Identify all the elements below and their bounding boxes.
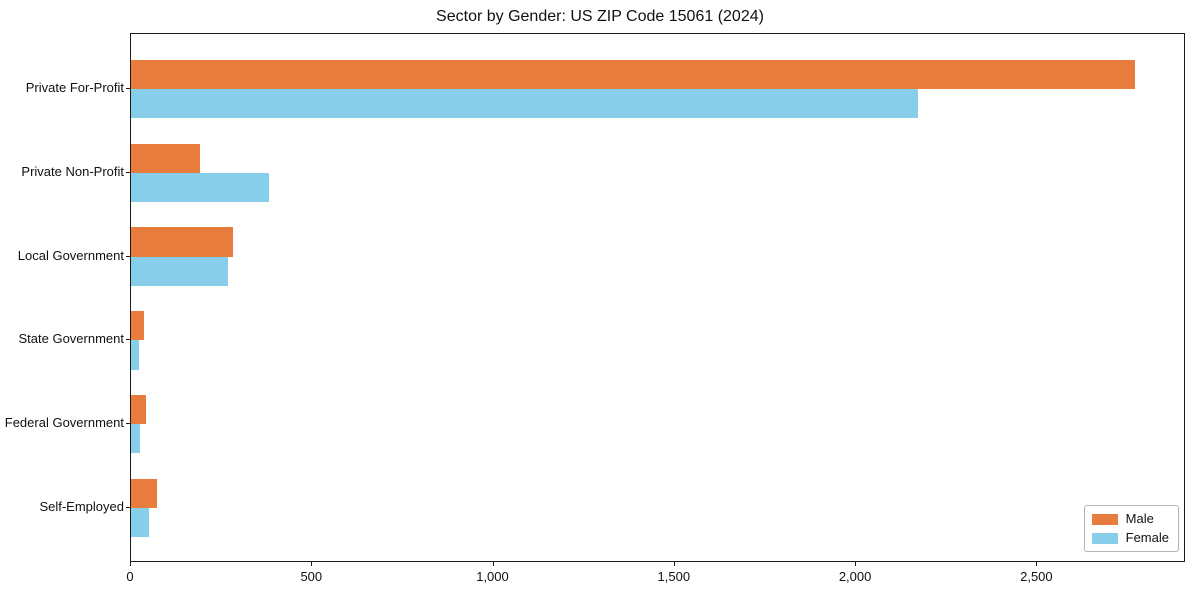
- bar-female-private-for-profit: [131, 89, 918, 119]
- y-tick-mark: [126, 88, 130, 90]
- y-tick-mark: [126, 171, 130, 173]
- legend: Male Female: [1083, 505, 1179, 552]
- x-tick-label-1500: 1,500: [657, 569, 691, 584]
- bar-male-self-employed: [131, 478, 158, 508]
- y-tick-label-local-government: Local Government: [17, 247, 124, 263]
- legend-label-male: Male: [1125, 511, 1154, 526]
- x-tick-mark: [492, 562, 494, 566]
- y-tick-mark: [126, 255, 130, 257]
- bar-male-state-government: [131, 311, 145, 341]
- legend-item-female: Female: [1091, 530, 1169, 545]
- x-tick-mark: [1036, 562, 1038, 566]
- y-tick-label-state-government: State Government: [18, 331, 125, 347]
- y-tick-label-private-non-profit: Private Non-Profit: [21, 163, 124, 179]
- legend-swatch-male: [1091, 513, 1118, 525]
- plot-area: Male Female: [130, 33, 1185, 562]
- x-tick-label-2500: 2,500: [1020, 569, 1053, 584]
- y-tick-label-federal-government: Federal Government: [4, 415, 124, 431]
- bar-male-private-non-profit: [131, 143, 200, 173]
- legend-label-female: Female: [1125, 530, 1169, 545]
- bar-male-local-government: [131, 227, 233, 257]
- bar-female-private-non-profit: [131, 172, 269, 203]
- y-tick-label-private-for-profit: Private For-Profit: [25, 80, 124, 96]
- x-tick-mark: [311, 562, 313, 566]
- x-tick-mark: [130, 562, 131, 566]
- x-tick-mark: [673, 562, 675, 566]
- y-tick-label-self-employed: Self-Employed: [39, 498, 124, 514]
- x-tick-label-0: 0: [126, 569, 134, 584]
- legend-item-male: Male: [1091, 511, 1169, 526]
- bar-female-self-employed: [131, 507, 149, 538]
- bar-male-private-for-profit: [131, 59, 1136, 90]
- x-tick-label-500: 500: [300, 569, 323, 584]
- bar-female-federal-government: [131, 424, 141, 454]
- x-tick-label-2000: 2,000: [838, 569, 872, 584]
- x-tick-label-1000: 1,000: [476, 569, 509, 584]
- y-tick-mark: [126, 339, 130, 341]
- chart-title: Sector by Gender: US ZIP Code 15061 (202…: [436, 8, 764, 25]
- y-tick-mark: [126, 506, 130, 508]
- bar-female-local-government: [131, 256, 229, 286]
- bar-female-state-government: [131, 340, 140, 370]
- legend-swatch-female: [1091, 532, 1118, 544]
- bar-male-federal-government: [131, 394, 146, 425]
- x-tick-mark: [855, 562, 857, 566]
- y-tick-mark: [126, 423, 130, 425]
